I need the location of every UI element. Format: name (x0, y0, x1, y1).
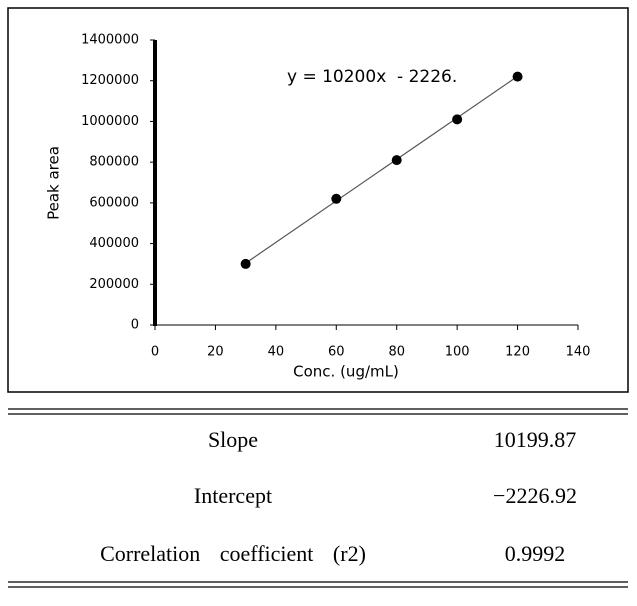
x-tick-label: 60 (328, 345, 345, 360)
point (240, 258, 251, 269)
y-tick-label: 0 (131, 318, 139, 333)
y-tick-label: 1400000 (81, 33, 139, 48)
y-tick-label: 1200000 (81, 73, 139, 88)
x-tick-label: 120 (505, 345, 530, 360)
point (512, 71, 523, 82)
x-tick-label: 80 (388, 345, 405, 360)
y-tick-label: 600000 (89, 195, 139, 210)
chart-frame (7, 7, 629, 393)
table-label: Correlation coefficient (r2) (100, 541, 366, 566)
table-label: Slope (208, 427, 258, 452)
table-value: 0.9992 (505, 541, 566, 566)
x-tick-label: 40 (268, 345, 285, 360)
x-tick-label: 140 (566, 345, 591, 360)
x-axis-title: Conc. (ug/mL) (293, 363, 399, 381)
x-tick-label: 20 (207, 345, 224, 360)
trendline-label: y = 10200x - 2226. (287, 67, 457, 87)
y-tick-label: 200000 (89, 277, 139, 292)
y-tick-label: 400000 (89, 236, 139, 251)
point (331, 193, 342, 204)
table-value: 10199.87 (494, 427, 577, 452)
x-tick-label: 100 (445, 345, 470, 360)
table-value: −2226.92 (493, 483, 577, 508)
point (391, 155, 402, 166)
y-tick-label: 1000000 (81, 114, 139, 129)
table-label: Intercept (194, 483, 272, 508)
y-tick-label: 800000 (89, 155, 139, 170)
y-axis-title: Peak area (45, 146, 63, 220)
trendline (245, 75, 518, 264)
point (452, 114, 463, 125)
x-tick-label: 0 (151, 345, 159, 360)
